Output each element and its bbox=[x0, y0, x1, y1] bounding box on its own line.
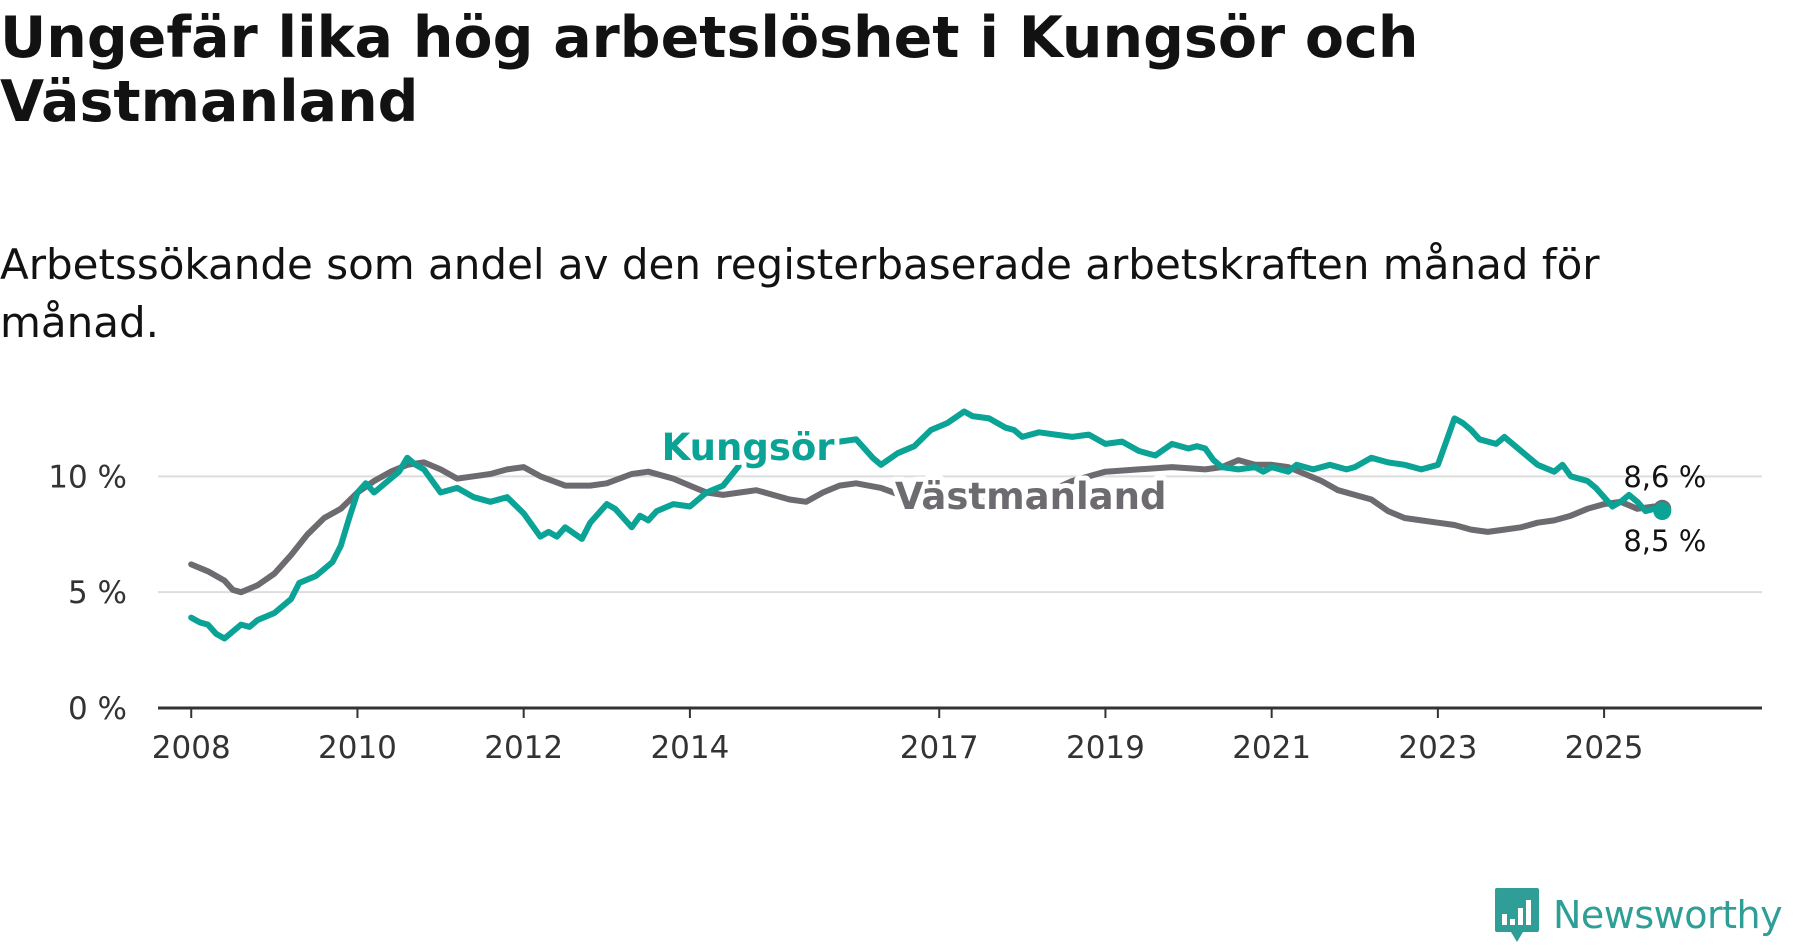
y-tick-label: 5 % bbox=[68, 575, 127, 611]
series-line-v-stmanland bbox=[188, 457, 1666, 596]
x-tick-label: 2025 bbox=[1565, 730, 1644, 766]
x-tick-label: 2019 bbox=[1066, 730, 1145, 766]
y-tick-label: 0 % bbox=[68, 691, 127, 727]
end-value-label-v-stmanland: 8,6 % bbox=[1623, 460, 1706, 494]
x-tick-label: 2017 bbox=[900, 730, 979, 766]
chart-subtitle: Arbetssökande som andel av den registerb… bbox=[0, 240, 1600, 347]
x-tick-label: 2008 bbox=[152, 730, 231, 766]
x-tick-label: 2012 bbox=[484, 730, 563, 766]
axes: 0 % 5 % 10 % 2008 2010 2012 2014 2017 2019 2021 20… bbox=[48, 459, 1762, 766]
x-tick-label: 2021 bbox=[1232, 730, 1311, 766]
x-tick-label: 2014 bbox=[650, 730, 729, 766]
newsworthy-logo-icon bbox=[1495, 888, 1539, 942]
series-end-dot-kungs-r bbox=[1653, 502, 1672, 521]
newsworthy-logo: Newsworthy bbox=[1493, 885, 1783, 945]
series-line-kungs-r bbox=[188, 408, 1666, 642]
series-label-v-stmanland: Västmanland bbox=[895, 475, 1167, 518]
chart-labels: Kungsör Västmanland 8,6 % 8,5 % bbox=[657, 421, 1707, 558]
y-tick-label: 10 % bbox=[48, 459, 127, 495]
series-label-kungs-r: Kungsör bbox=[662, 426, 836, 469]
chart-title: Ungefär lika hög arbetslöshet i Kungsör … bbox=[0, 5, 1419, 135]
series-lines bbox=[188, 408, 1672, 642]
end-value-label-kungs-r: 8,5 % bbox=[1623, 524, 1706, 558]
x-tick-label: 2023 bbox=[1398, 730, 1477, 766]
newsworthy-wordmark: Newsworthy bbox=[1553, 893, 1783, 937]
x-tick-label: 2010 bbox=[318, 730, 397, 766]
